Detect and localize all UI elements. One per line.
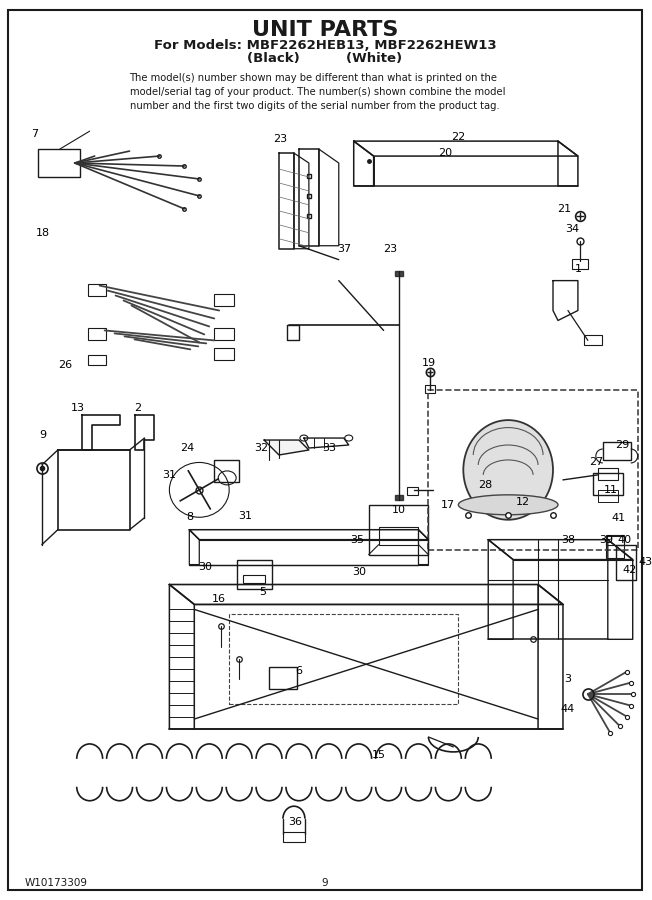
Bar — [407, 487, 419, 495]
Text: 29: 29 — [615, 440, 630, 450]
Text: 28: 28 — [478, 480, 492, 490]
Bar — [584, 336, 602, 346]
Text: 32: 32 — [254, 443, 268, 453]
Text: 38: 38 — [561, 535, 575, 544]
Text: W10173309: W10173309 — [25, 878, 88, 888]
Bar — [598, 468, 617, 480]
Text: The model(s) number shown may be different than what is printed on the
model/ser: The model(s) number shown may be differe… — [130, 74, 505, 112]
Text: 12: 12 — [516, 497, 530, 507]
Bar — [215, 460, 239, 482]
Text: 18: 18 — [36, 228, 50, 238]
Bar — [283, 832, 305, 842]
Text: 1: 1 — [574, 264, 582, 274]
Text: 39: 39 — [599, 535, 613, 544]
Text: 23: 23 — [383, 244, 398, 254]
Text: UNIT PARTS: UNIT PARTS — [252, 20, 398, 40]
Bar — [87, 328, 106, 340]
Bar — [606, 535, 624, 544]
Text: 5: 5 — [259, 588, 267, 598]
Text: 26: 26 — [58, 360, 72, 370]
Text: 2: 2 — [134, 403, 141, 413]
Bar — [572, 258, 588, 269]
Text: 35: 35 — [349, 535, 364, 544]
Text: 11: 11 — [604, 485, 618, 495]
Ellipse shape — [464, 420, 553, 519]
Text: 41: 41 — [612, 513, 626, 523]
Text: 6: 6 — [295, 666, 303, 676]
Text: 23: 23 — [273, 134, 287, 144]
Text: 34: 34 — [565, 224, 579, 234]
Bar — [428, 391, 638, 550]
Polygon shape — [264, 440, 309, 455]
Text: 30: 30 — [198, 562, 213, 572]
Bar — [603, 442, 630, 460]
Text: 37: 37 — [336, 244, 351, 254]
Bar — [229, 615, 458, 704]
Text: (Black)          (White): (Black) (White) — [247, 52, 402, 65]
Text: 31: 31 — [238, 511, 252, 521]
Text: 13: 13 — [70, 403, 85, 413]
Text: For Models: MBF2262HEB13, MBF2262HEW13: For Models: MBF2262HEB13, MBF2262HEW13 — [153, 39, 496, 52]
Text: 15: 15 — [372, 750, 385, 760]
Text: 36: 36 — [288, 816, 302, 827]
Text: 16: 16 — [212, 595, 226, 605]
Bar — [394, 495, 402, 500]
Text: 9: 9 — [321, 878, 328, 888]
Bar — [38, 149, 80, 177]
Text: 10: 10 — [392, 505, 406, 515]
Text: 9: 9 — [39, 430, 46, 440]
Bar — [87, 356, 106, 365]
Text: 27: 27 — [589, 457, 603, 467]
Text: 7: 7 — [31, 129, 38, 140]
Bar — [237, 560, 272, 590]
Text: 8: 8 — [186, 512, 193, 522]
Text: 33: 33 — [322, 443, 336, 453]
Bar — [426, 385, 436, 393]
Bar — [394, 271, 402, 275]
Text: 20: 20 — [438, 148, 452, 158]
Text: 30: 30 — [351, 567, 366, 577]
Text: 44: 44 — [561, 704, 575, 714]
Bar — [243, 574, 265, 582]
Bar — [87, 284, 106, 295]
Ellipse shape — [458, 495, 558, 515]
Bar — [215, 293, 234, 305]
Bar — [215, 348, 234, 360]
Text: 3: 3 — [565, 674, 571, 684]
Bar — [379, 526, 419, 544]
Text: 22: 22 — [451, 132, 466, 142]
Text: 42: 42 — [623, 564, 637, 574]
Bar — [368, 505, 428, 554]
Bar — [593, 472, 623, 495]
Bar — [215, 328, 234, 340]
Text: 21: 21 — [557, 204, 571, 214]
Text: 31: 31 — [162, 470, 177, 480]
Text: 19: 19 — [421, 358, 436, 368]
Text: 24: 24 — [180, 443, 194, 453]
Bar — [606, 536, 624, 558]
Text: 43: 43 — [638, 556, 652, 567]
Text: 17: 17 — [441, 500, 456, 509]
Bar — [598, 490, 617, 502]
Text: 40: 40 — [617, 535, 632, 544]
Bar — [269, 667, 297, 689]
